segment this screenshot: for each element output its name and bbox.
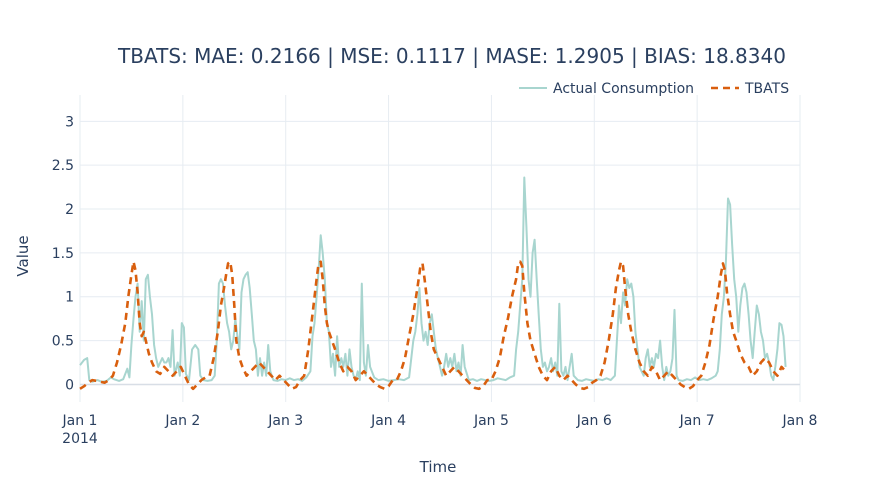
x-tick-label: Jan 5 bbox=[473, 413, 509, 429]
chart-title: TBATS: MAE: 0.2166 | MSE: 0.1117 | MASE:… bbox=[117, 44, 786, 68]
x-axis-title: Time bbox=[419, 458, 457, 476]
legend-label: Actual Consumption bbox=[553, 81, 694, 97]
y-tick-label: 0 bbox=[65, 377, 74, 393]
series-line-tbats bbox=[79, 260, 787, 391]
x-axis-ticks: Jan 1 2014 Jan 2 Jan 3 Jan 4 Jan 5 Jan 6 Jan 7 J… bbox=[62, 413, 818, 447]
y-axis-title: Value bbox=[14, 235, 32, 276]
y-tick-label: 1.5 bbox=[52, 246, 74, 262]
x-tick-label: Jan 1 2014 bbox=[62, 413, 98, 447]
y-axis-ticks: 0 0.5 1 1.5 2 2.5 3 bbox=[52, 114, 74, 393]
legend-label: TBATS bbox=[744, 81, 789, 97]
y-tick-label: 2.5 bbox=[52, 158, 74, 174]
y-tick-label: 0.5 bbox=[52, 334, 74, 350]
legend: Actual Consumption TBATS bbox=[519, 81, 789, 97]
x-tick-label: Jan 7 bbox=[679, 413, 715, 429]
x-tick-label: Jan 8 bbox=[782, 413, 818, 429]
x-tick-label: Jan 3 bbox=[267, 413, 303, 429]
series-layer bbox=[79, 176, 787, 391]
series-line-actual-consumption bbox=[79, 176, 787, 383]
x-tick-label: Jan 4 bbox=[370, 413, 406, 429]
y-tick-label: 3 bbox=[65, 114, 74, 130]
x-tick-label: Jan 2 bbox=[164, 413, 200, 429]
y-tick-label: 2 bbox=[65, 202, 74, 218]
gridlines bbox=[79, 95, 801, 402]
x-tick-label: Jan 6 bbox=[576, 413, 612, 429]
y-tick-label: 1 bbox=[65, 290, 74, 306]
